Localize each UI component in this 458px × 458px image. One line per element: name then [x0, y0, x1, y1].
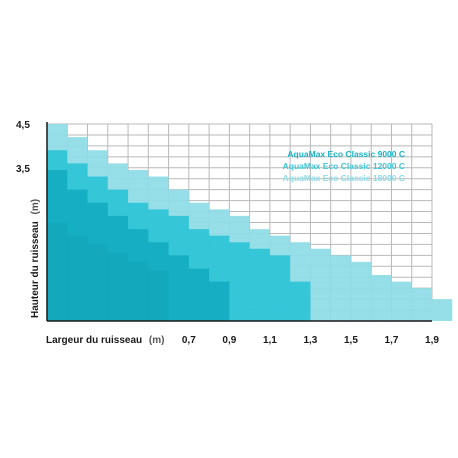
y-axis-label: Hauteur du ruisseau — [30, 221, 41, 318]
series-shade-block — [87, 244, 108, 321]
x-tick-label: 1,7 — [385, 335, 399, 346]
y-axis-unit: (m) — [30, 199, 41, 215]
x-tick-label: 1,3 — [303, 335, 317, 346]
legend-item-18000: AquaMax Eco Classic 18000 C — [283, 173, 405, 183]
series-shade-block — [107, 252, 129, 321]
series-shade-block — [128, 261, 149, 321]
y-axis-title: Hauteur du ruisseau (m) — [30, 199, 41, 318]
axes — [46, 122, 432, 322]
x-tick-label: 0,7 — [182, 335, 196, 346]
series-shade-block — [148, 269, 169, 321]
x-tick-label: 1,5 — [344, 335, 358, 346]
x-axis-title: Largeur du ruisseau (m) — [46, 335, 164, 346]
x-axis-label: Largeur du ruisseau — [46, 335, 142, 346]
legend: AquaMax Eco Classic 9000 C AquaMax Eco C… — [283, 149, 405, 183]
x-tick-label: 0,9 — [222, 335, 236, 346]
series-shade-block — [47, 222, 68, 321]
y-tick-label: 3,5 — [16, 164, 30, 175]
x-axis-unit: (m) — [149, 335, 165, 346]
x-tick-label: 1,1 — [263, 335, 277, 346]
series-areas — [47, 124, 453, 321]
y-tick-label: 4,5 — [16, 120, 30, 131]
x-tick-labels: 0,7 0,9 1,1 1,3 1,5 1,7 1,9 — [182, 335, 439, 346]
y-tick-labels: 4,5 3,5 — [16, 120, 30, 175]
x-tick-label: 1,9 — [425, 335, 439, 346]
series-shade-block — [67, 235, 88, 321]
legend-item-12000: AquaMax Eco Classic 12000 C — [283, 161, 405, 171]
legend-item-9000: AquaMax Eco Classic 9000 C — [287, 149, 405, 159]
series-area-3 — [47, 169, 230, 321]
